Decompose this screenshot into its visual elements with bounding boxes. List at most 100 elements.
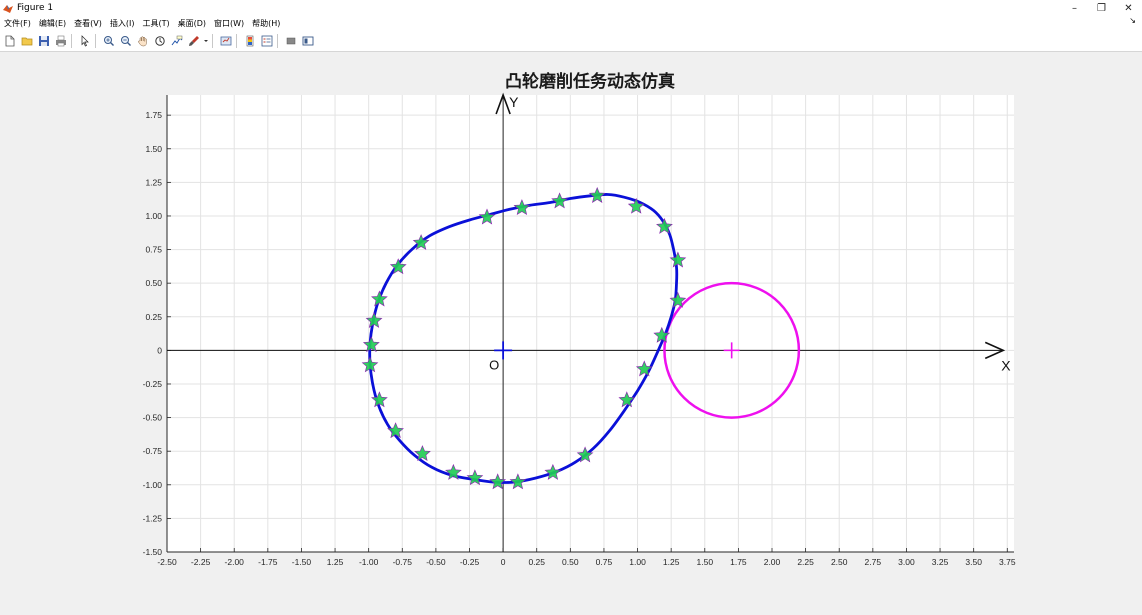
menu-insert[interactable]: 插入(I): [109, 19, 135, 28]
hide-plot-tools-icon[interactable]: [283, 34, 298, 49]
x-tick-label: -2.00: [225, 557, 245, 567]
title-bar: Figure 1 – ❐ ✕: [0, 0, 1142, 16]
status-strip: [0, 612, 1142, 615]
zoom-in-icon[interactable]: [101, 34, 116, 49]
y-axis-label: Y: [509, 94, 519, 110]
star-marker: [389, 258, 407, 275]
matlab-logo-icon: [3, 3, 13, 13]
menu-tools[interactable]: 工具(T): [142, 19, 170, 28]
zoom-out-icon[interactable]: [118, 34, 133, 49]
x-tick-label: -0.25: [460, 557, 480, 567]
x-tick-label: 0.25: [528, 557, 545, 567]
y-tick-label: 0.25: [145, 312, 162, 322]
pan-icon[interactable]: [135, 34, 150, 49]
menu-view[interactable]: 查看(V): [74, 19, 102, 28]
y-tick-label: 0.50: [145, 278, 162, 288]
star-marker: [513, 199, 531, 216]
print-icon[interactable]: [53, 34, 68, 49]
y-tick-label: 0.75: [145, 245, 162, 255]
x-tick-label: 3.50: [965, 557, 982, 567]
star-marker: [365, 312, 383, 328]
show-plot-tools-icon[interactable]: [300, 34, 315, 49]
toolbar-separator: [71, 34, 72, 48]
star-marker: [489, 473, 507, 490]
grinding-wheel-circle: [663, 281, 801, 419]
save-icon[interactable]: [36, 34, 51, 49]
restore-button[interactable]: ❐: [1088, 0, 1115, 16]
menu-help[interactable]: 帮助(H): [252, 19, 281, 28]
x-tick-label: -0.50: [426, 557, 446, 567]
x-tick-label: 1.75: [730, 557, 747, 567]
axis-arrows: X Y O: [167, 92, 1011, 552]
plot-svg[interactable]: -2.50 -2.25 -2.00 -1.75 -1.50 1.25 -1.00 -0.75 -…: [0, 52, 1142, 612]
x-tick-label: 0.50: [562, 557, 579, 567]
x-tick-label: -2.25: [191, 557, 211, 567]
toolbar-separator: [277, 34, 278, 48]
data-cursor-icon[interactable]: [169, 34, 184, 49]
star-marker: [656, 217, 673, 234]
new-figure-icon[interactable]: [2, 34, 17, 49]
menu-window[interactable]: 窗口(W): [214, 19, 245, 28]
star-marker: [669, 291, 687, 308]
star-marker: [478, 208, 496, 225]
x-tick-label: 0.75: [596, 557, 613, 567]
link-plot-icon[interactable]: [218, 34, 233, 49]
pointer-icon[interactable]: [77, 34, 92, 49]
star-marker: [509, 473, 527, 490]
y-tick-label: 1.75: [145, 110, 162, 120]
star-marker: [576, 446, 594, 463]
x-tick-label: 0: [501, 557, 506, 567]
x-tick-label: -1.00: [359, 557, 379, 567]
star-marker: [669, 251, 687, 268]
x-axis-label: X: [1001, 357, 1011, 373]
close-icon: ✕: [1124, 2, 1133, 14]
star-marker: [588, 187, 606, 203]
y-tick-label: -0.75: [143, 446, 163, 456]
star-marker: [544, 463, 562, 480]
x-tick-label: 3.25: [932, 557, 949, 567]
star-marker: [371, 290, 388, 307]
star-marker: [371, 391, 388, 408]
y-tick-label: -0.25: [143, 379, 163, 389]
figure-toolbar: [0, 31, 1142, 52]
star-marker: [414, 445, 431, 462]
minimize-button[interactable]: –: [1061, 0, 1088, 16]
x-tick-label: 1.00: [629, 557, 646, 567]
star-marker: [362, 336, 380, 353]
menu-edit[interactable]: 编辑(E): [38, 19, 67, 28]
star-marker: [635, 360, 653, 377]
x-tick-label: 3.00: [898, 557, 915, 567]
minimize-icon: –: [1072, 2, 1077, 14]
open-file-icon[interactable]: [19, 34, 34, 49]
x-tick-label: 1.25: [327, 557, 344, 567]
origin-label: O: [489, 357, 499, 372]
x-tick-label: 2.50: [831, 557, 848, 567]
colorbar-icon[interactable]: [242, 34, 257, 49]
toolbar-separator: [95, 34, 96, 48]
y-tick-label: 1.00: [145, 211, 162, 221]
star-marker: [361, 356, 379, 373]
y-tick-label: 1.25: [145, 177, 162, 187]
x-tick-label: 2.00: [764, 557, 781, 567]
x-tick-label: 2.75: [865, 557, 882, 567]
legend-icon[interactable]: [259, 34, 274, 49]
star-marker: [627, 197, 645, 214]
star-marker: [412, 234, 430, 250]
close-button[interactable]: ✕: [1115, 0, 1142, 16]
rotate-3d-icon[interactable]: [152, 34, 167, 49]
brush-icon[interactable]: [186, 34, 201, 49]
y-tick-label: -1.25: [143, 513, 163, 523]
star-marker: [387, 422, 404, 439]
cam-profile-line: [368, 193, 679, 484]
y-tick-label: -1.50: [143, 547, 163, 557]
star-marker: [653, 326, 671, 343]
x-arrowhead-icon: [984, 341, 1006, 360]
axes-background[interactable]: [167, 95, 1014, 552]
menu-desktop[interactable]: 桌面(D): [177, 19, 207, 28]
restore-icon: ❐: [1097, 2, 1106, 14]
menu-file[interactable]: 文件(F): [4, 19, 31, 28]
x-tick-label: 2.25: [797, 557, 814, 567]
star-marker: [551, 192, 568, 209]
dock-arrow-icon[interactable]: ↘: [1129, 16, 1136, 25]
brush-dropdown-icon[interactable]: [203, 34, 209, 49]
